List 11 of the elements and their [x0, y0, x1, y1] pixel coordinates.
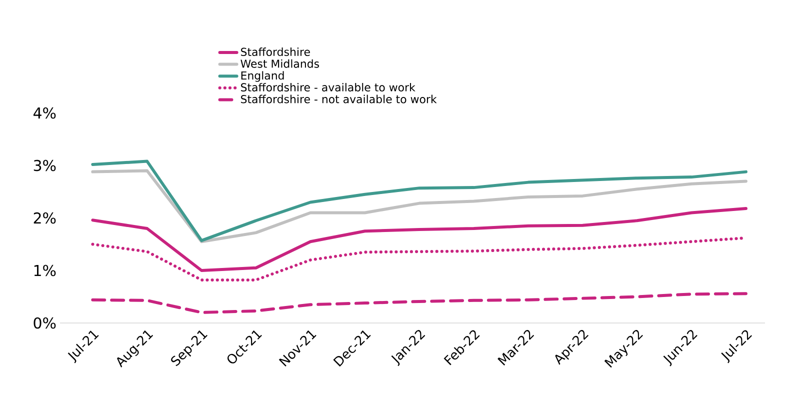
legend-label: Staffordshire - available to work [241, 82, 416, 92]
y-tick-label: 4% [34, 107, 56, 119]
y-tick-label: 3% [34, 160, 56, 172]
line-series [91, 207, 748, 272]
legend-label: West Midlands [240, 59, 320, 68]
y-tick-label: 1% [34, 264, 56, 276]
legend-label: England [241, 71, 284, 82]
y-tick-label: 2% [34, 212, 56, 224]
y-tick-label: 0% [34, 317, 56, 329]
legend-label: Staffordshire [241, 48, 310, 56]
legend-label: Staffordshire - not available to work [241, 94, 437, 104]
